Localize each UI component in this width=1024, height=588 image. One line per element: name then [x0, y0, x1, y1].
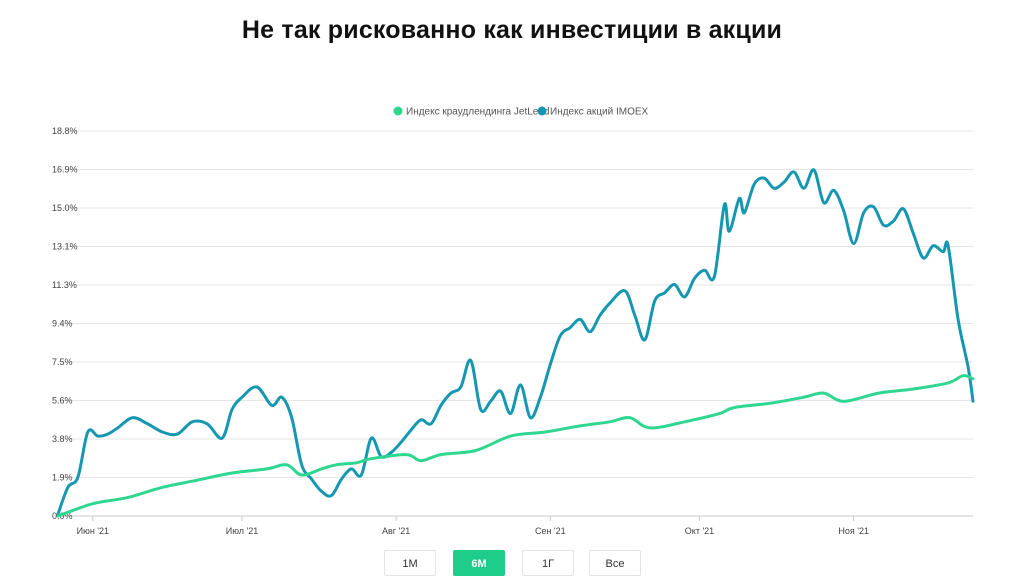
y-tick-label: 9.4%: [52, 319, 73, 329]
y-tick-label: 18.8%: [52, 126, 78, 136]
range-button-6m[interactable]: 6М: [453, 550, 505, 576]
x-tick-label: Ноя '21: [838, 526, 869, 536]
x-tick-label: Окт '21: [685, 526, 714, 536]
x-tick-label: Авг '21: [382, 526, 410, 536]
legend-marker[interactable]: [537, 106, 547, 116]
y-tick-label: 16.9%: [52, 165, 78, 175]
y-tick-label: 13.1%: [52, 242, 78, 252]
y-tick-label: 3.8%: [52, 434, 73, 444]
range-button-1m[interactable]: 1М: [384, 550, 436, 576]
line-chart: 0.0%1.9%3.8%5.6%7.5%9.4%11.3%13.1%15.0%1…: [52, 106, 975, 536]
range-button-all[interactable]: Все: [589, 550, 641, 576]
chart-series: [56, 168, 975, 518]
series-line-imoex: [56, 168, 975, 516]
range-button-1y[interactable]: 1Г: [522, 550, 574, 576]
page-title: Не так рискованно как инвестиции в акции: [241, 16, 783, 44]
chart-grid: [58, 130, 973, 517]
y-tick-label: 15.0%: [52, 203, 78, 213]
y-tick-label: 7.5%: [52, 357, 73, 367]
x-tick-label: Июн '21: [77, 526, 109, 536]
y-tick-label: 1.9%: [52, 473, 73, 483]
y-tick-label: 11.3%: [52, 280, 77, 290]
x-tick-label: Июл '21: [226, 526, 259, 536]
chart-legend[interactable]: Индекс краудлендинга JetLend Индекс акций…: [393, 106, 649, 118]
legend-label[interactable]: Индекс акций IMOEX: [550, 107, 649, 118]
x-axis: Июн '21 Июл '21 Авг '21 Сен '21 Окт '21 Ноя '…: [77, 516, 869, 536]
y-tick-label: 5.6%: [52, 396, 73, 406]
legend-label[interactable]: Индекс краудлендинга JetLend: [406, 107, 549, 118]
x-tick-label: Сен '21: [535, 526, 566, 536]
series-line-jetlend: [56, 374, 975, 518]
legend-marker[interactable]: [393, 106, 403, 116]
